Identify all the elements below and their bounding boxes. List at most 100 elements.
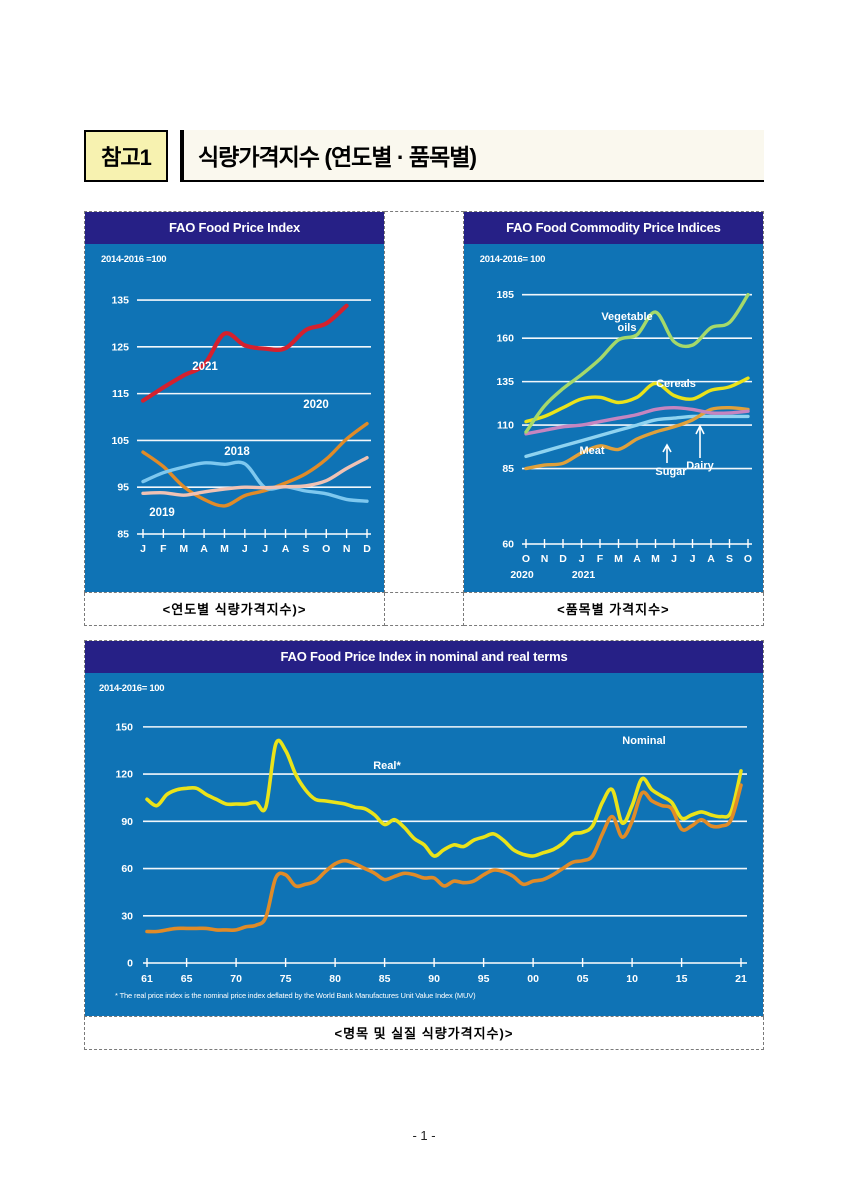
series-line-sugar [524,405,750,471]
chart1-title: FAO Food Price Index [85,212,385,245]
series-line-meat [524,406,750,436]
x-tick-label-11: S [726,553,733,565]
chart3-table: FAO Food Price Index in nominal and real… [84,640,764,1050]
fao-food-price-index-chart: FAO Food Price Index 2014-2016 =100 135 1… [85,212,385,592]
series-label-meat: Meat [579,445,604,457]
chart2-plot: 185 160 135 110 85 60 O N D J F M A M J J A S O 2020 2021 Veg… [464,212,763,592]
chart1-plot: 135 125 115 105 95 85 J F M A M J J A S O N D 2021 2020 2018… [85,212,384,592]
x-tick-label-1: F [160,543,167,555]
y-tick-0: 0 [127,958,133,970]
y-tick-95: 95 [117,482,129,494]
series-label-cereals: Cereals [656,378,696,390]
x-tick-label-10: A [707,553,715,565]
series-label-vegetable-oils: Vegetable oils [601,311,652,334]
y-tick-160: 160 [496,333,514,345]
series-line-cereals [524,376,750,424]
x-tick-label-65: 65 [181,973,193,985]
x-tick-label-95: 95 [478,973,490,985]
x-tick-label-00: 00 [527,973,539,985]
x-tick-label-1: N [540,553,548,565]
x-tick-label-11: D [363,543,371,555]
x-tick-label-8: J [671,553,677,565]
series-line-2019 [141,456,369,497]
series-label-2020: 2020 [303,399,329,411]
chart3-base-note: 2014-2016= 100 [99,683,165,694]
y-tick-185: 185 [496,289,514,301]
x-tick-label-9: J [689,553,695,565]
x-tick-label-0: J [140,543,146,555]
page-footer: - 1 - [412,1128,436,1143]
y-tick-110: 110 [497,420,514,432]
x-tick-label-6: A [633,553,641,565]
x-tick-label-4: M [220,543,229,555]
x-tick-label-8: S [302,543,309,555]
chart3-plot: 150 120 90 60 30 0 61 65 70 75 80 85 90 95 00 05 10 15 21 R… [85,641,763,1016]
chart2-caption: <품목별 가격지수> [462,592,765,626]
x-tick-label-6: J [262,543,268,555]
reference-badge: 참고1 [84,130,168,182]
reference-header: 참고1 식량가격지수 (연도별 · 품목별) [84,130,764,182]
series-line-2020 [141,421,369,508]
chart2-title: FAO Food Commodity Price Indices [463,212,763,245]
y-tick-135: 135 [111,295,129,307]
x-tick-label-3: J [578,553,584,565]
chart3-footnote: * The real price index is the nominal pr… [115,991,476,1000]
y-tick-115: 115 [112,388,129,400]
x-tick-label-2: M [179,543,188,555]
y-tick-90: 90 [121,816,133,828]
page-title: 식량가격지수 (연도별 · 품목별) [198,144,477,170]
x-tick-label-05: 05 [577,973,589,985]
y-tick-120: 120 [115,769,133,781]
y-tick-125: 125 [111,341,129,353]
x-tick-label-61: 61 [141,973,153,985]
y-tick-105: 105 [111,435,129,447]
series-label-2019: 2019 [149,507,175,519]
x-tick-label-7: M [651,553,660,565]
dairy-leader-arrow [695,424,705,458]
charts-table: FAO Food Price Index 2014-2016 =100 135 1… [83,211,765,626]
x-tick-label-10: N [343,543,351,555]
y-tick-150: 150 [115,721,133,733]
chart3-caption: <명목 및 실질 식량가격지수)> [84,1016,764,1050]
chart3-title: FAO Food Price Index in nominal and real… [85,641,763,674]
fao-commodity-price-indices-chart: FAO Food Commodity Price Indices 2014-20… [463,212,763,592]
x-tick-label-0: O [522,553,530,565]
x-tick-label-4: F [597,553,604,565]
fao-nominal-real-chart: FAO Food Price Index in nominal and real… [85,641,763,1016]
chart3-cell: FAO Food Price Index in nominal and real… [84,640,764,1017]
series-label-nominal: Nominal [622,735,665,747]
series-line-dairy [524,414,750,459]
spacer-caption-cell [384,592,464,626]
x-tick-label-21: 21 [735,973,747,985]
series-line-2018 [141,460,369,503]
series-line-2021 [140,303,349,403]
x-tick-label-2: D [559,553,567,565]
spacer-cell [384,211,464,593]
x-tick-label-75: 75 [280,973,292,985]
chart1-caption: <연도별 식량가격지수)> [83,592,386,626]
y-tick-60: 60 [502,539,514,551]
series-label-real: Real* [373,760,401,772]
series-label-sugar: Sugar [655,466,687,478]
chart2-base-note: 2014-2016= 100 [479,254,546,265]
y-tick-85: 85 [502,463,514,475]
x-tick-label-12: O [744,553,752,565]
x-tick-label-10: 10 [626,973,638,985]
x-tick-label-80: 80 [329,973,341,985]
x-tick-label-15: 15 [676,973,688,985]
x-tick-label-5: M [614,553,623,565]
year-label-2021: 2021 [572,569,596,581]
series-label-dairy: Dairy [686,460,714,472]
x-tick-label-9: O [322,543,330,555]
y-tick-135: 135 [496,376,514,388]
chart1-base-note: 2014-2016 =100 [101,254,167,265]
x-tick-label-90: 90 [428,973,440,985]
x-tick-label-85: 85 [379,973,391,985]
year-label-2020: 2020 [510,569,534,581]
sugar-leader-arrow [662,443,672,463]
series-label-2018: 2018 [224,446,250,458]
x-tick-label-7: A [282,543,290,555]
y-tick-85: 85 [117,529,129,541]
x-tick-label-5: J [242,543,248,555]
y-tick-30: 30 [121,910,133,922]
